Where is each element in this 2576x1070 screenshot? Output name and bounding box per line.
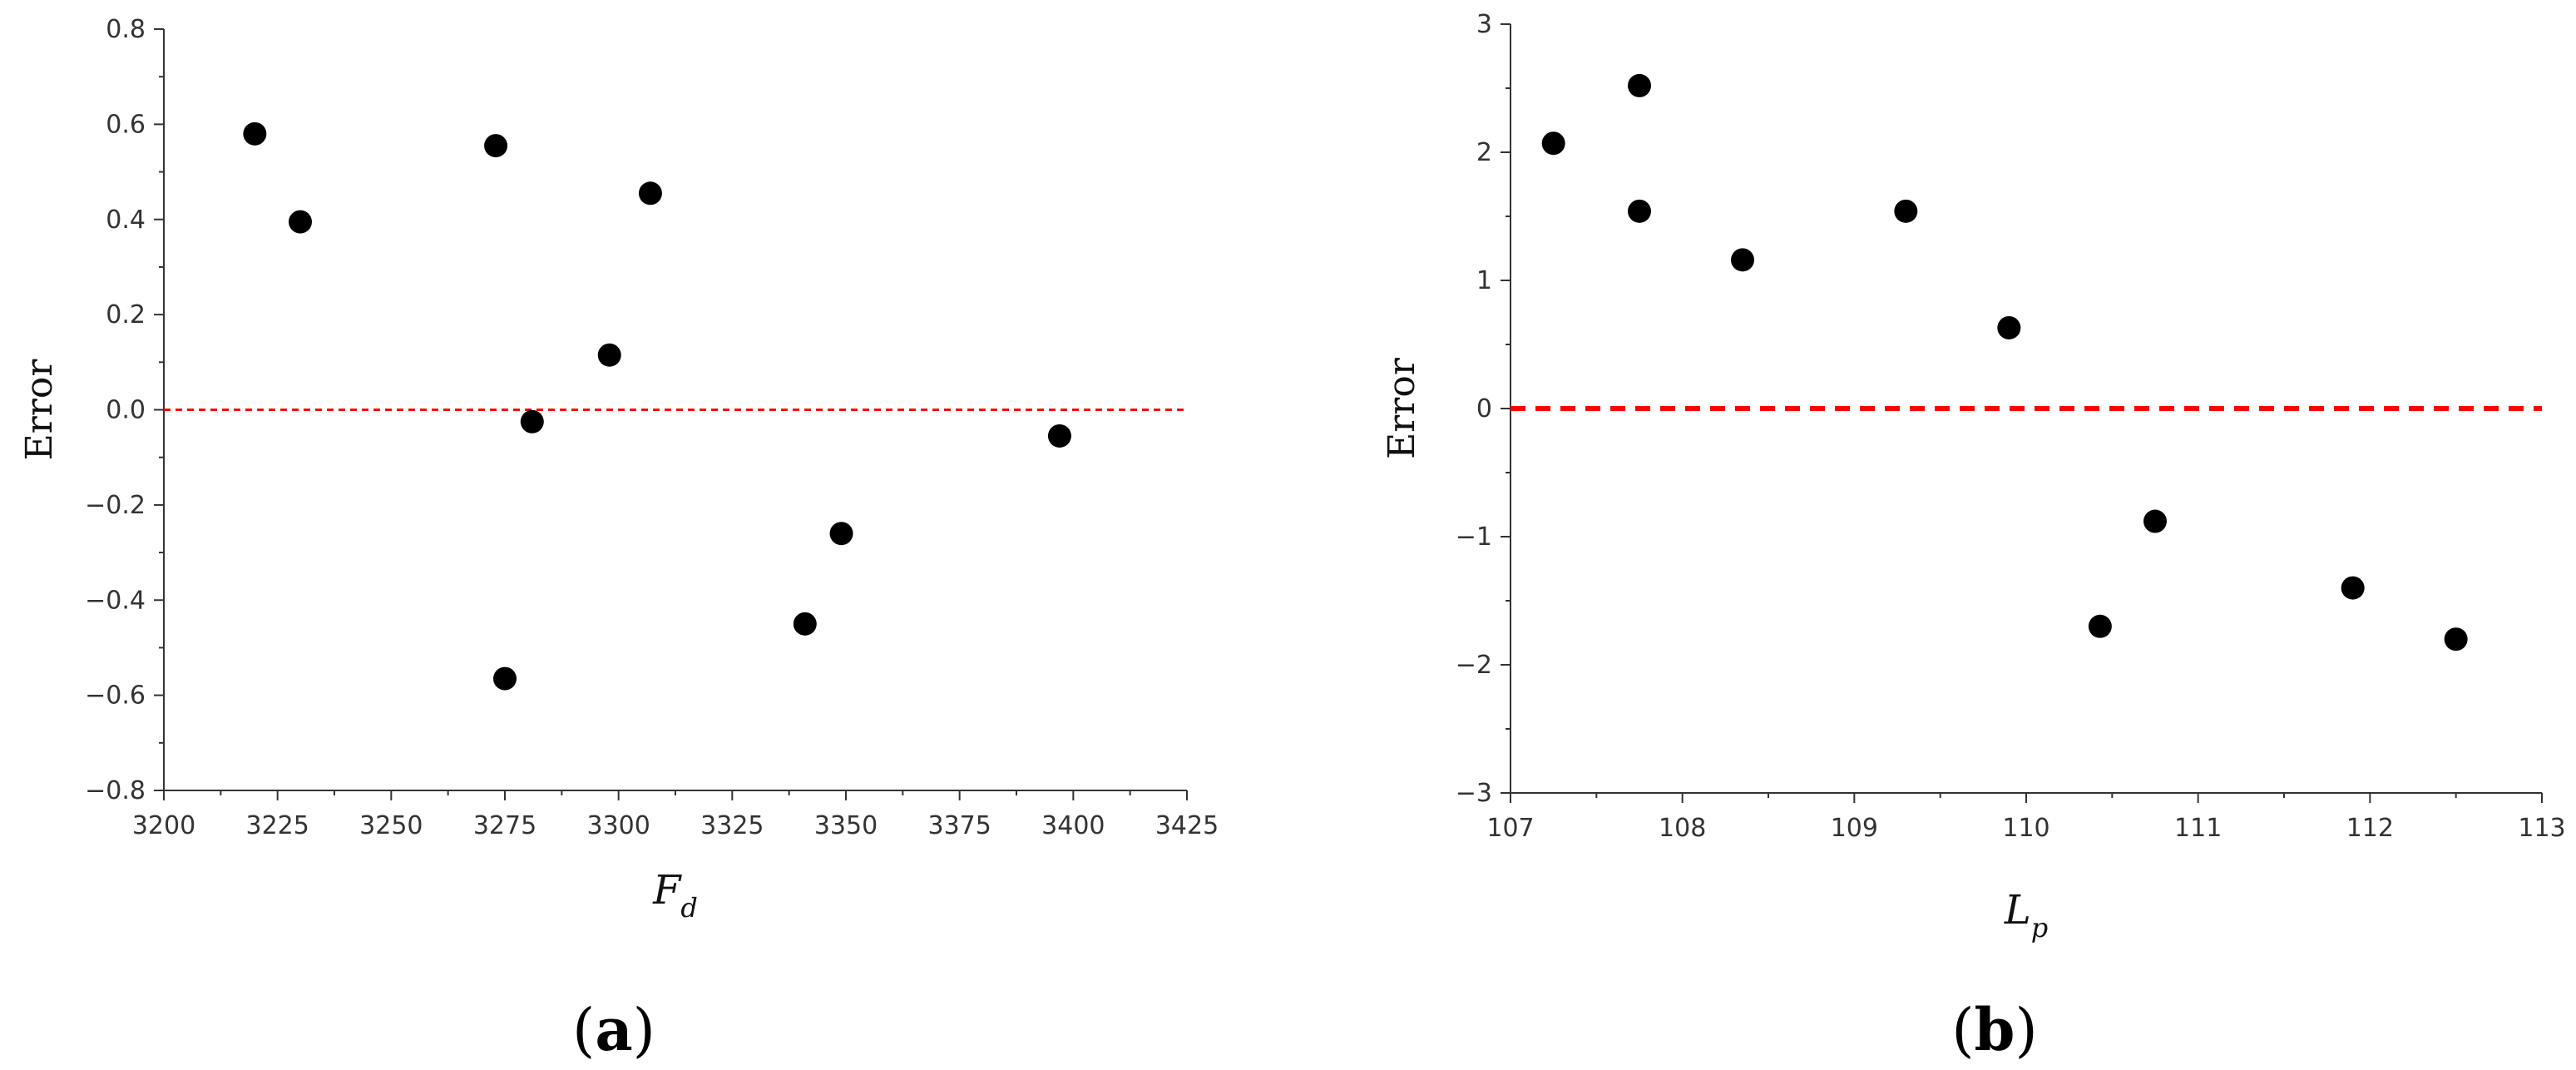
b-x-tick-label: 110 — [2002, 814, 2049, 843]
a-x-tick-label: 3375 — [927, 811, 991, 840]
a-x-axis-label-sub: d — [680, 892, 697, 924]
a-x-tick-label: 3350 — [814, 811, 878, 840]
b-y-tick-label: −2 — [1456, 651, 1492, 680]
b-x-tick-label: 108 — [1659, 814, 1706, 843]
b-data-point — [1894, 199, 1918, 223]
a-y-tick-label: −0.6 — [85, 681, 146, 711]
b-y-tick-label: 1 — [1476, 266, 1492, 295]
b-x-axis-label-main: L — [2004, 887, 2031, 934]
a-x-tick-label: 3425 — [1155, 811, 1219, 840]
b-x-axis-label: Lp — [2004, 887, 2048, 944]
panel-b-label: (b) — [1951, 995, 2038, 1064]
a-x-tick-label: 3200 — [132, 811, 195, 840]
a-data-point — [484, 134, 508, 158]
b-x-tick-label: 113 — [2518, 814, 2565, 843]
b-y-tick-label: 3 — [1476, 10, 1492, 39]
a-y-tick-label: −0.8 — [85, 776, 146, 805]
a-x-tick-label: 3325 — [700, 811, 764, 840]
a-y-axis-label: Error — [18, 359, 61, 461]
a-data-point — [520, 409, 544, 433]
a-y-tick-label: −0.2 — [85, 491, 146, 520]
a-data-point — [1047, 424, 1071, 448]
a-data-point — [493, 666, 517, 691]
b-data-point — [2088, 614, 2112, 638]
b-y-tick-label: −3 — [1456, 779, 1492, 808]
b-x-tick-label: 111 — [2174, 814, 2222, 843]
b-data-point — [1997, 315, 2021, 339]
panel-a-letter: a — [595, 995, 632, 1064]
a-y-tick-label: 0.6 — [106, 110, 146, 139]
a-data-point — [829, 522, 853, 546]
b-y-tick-label: −1 — [1456, 523, 1492, 552]
b-y-tick-label: 0 — [1476, 394, 1492, 424]
a-x-tick-label: 3225 — [245, 811, 309, 840]
b-x-tick-label: 112 — [2346, 814, 2394, 843]
a-data-point — [243, 121, 267, 146]
b-x-tick-label: 109 — [1831, 814, 1878, 843]
panel-b-chart: −3 −2 −1 0 1 2 3 107 108 109 110 111 112 113 Error Lp — [1381, 10, 2566, 944]
a-y-tick-label: −0.4 — [85, 586, 146, 615]
b-x-tick-label: 107 — [1486, 814, 1534, 843]
b-data-point — [2143, 509, 2167, 533]
b-y-axis-label: Error — [1381, 357, 1423, 459]
a-y-tick-label: 0.4 — [106, 206, 146, 235]
a-x-axis-label: Fd — [652, 867, 698, 924]
a-data-point — [793, 612, 817, 636]
a-x-tick-label: 3300 — [586, 811, 650, 840]
panel-a-chart: −0.8 −0.6 −0.4 −0.2 0.0 0.2 0.4 0.6 0.8 3200 3225 3… — [18, 15, 1219, 924]
a-y-tick-label: 0.0 — [106, 396, 146, 425]
b-data-point — [1628, 73, 1651, 97]
a-y-tick-label: 0.2 — [106, 300, 146, 329]
b-data-point — [2444, 627, 2468, 651]
a-data-point — [289, 210, 312, 234]
panel-a-label: (a) — [572, 995, 655, 1064]
a-x-tick-label: 3250 — [359, 811, 423, 840]
a-data-point — [638, 181, 662, 206]
b-data-point — [1541, 131, 1565, 156]
b-data-point — [1628, 199, 1651, 223]
b-y-tick-label: 2 — [1476, 138, 1492, 167]
a-data-point — [597, 343, 621, 367]
b-data-point — [2341, 576, 2365, 600]
panel-b-letter: b — [1975, 995, 2015, 1064]
a-x-tick-label: 3275 — [473, 811, 536, 840]
b-data-point — [1731, 248, 1754, 272]
b-x-axis-label-sub: p — [2031, 912, 2048, 944]
a-x-axis-label-main: F — [652, 867, 682, 914]
a-x-tick-label: 3400 — [1041, 811, 1105, 840]
a-y-tick-label: 0.8 — [106, 15, 146, 44]
